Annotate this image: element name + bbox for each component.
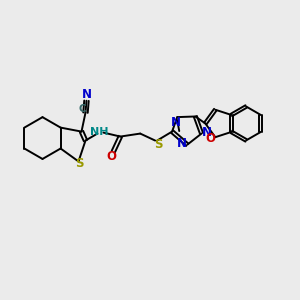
Text: N: N xyxy=(202,126,212,139)
Text: O: O xyxy=(106,150,116,163)
Text: N: N xyxy=(177,137,187,150)
Text: N: N xyxy=(82,88,92,101)
Text: N: N xyxy=(171,116,181,129)
Text: S: S xyxy=(154,138,162,151)
Text: NH: NH xyxy=(90,127,109,136)
Text: O: O xyxy=(205,132,215,145)
Text: S: S xyxy=(75,158,84,170)
Text: C: C xyxy=(79,104,86,114)
